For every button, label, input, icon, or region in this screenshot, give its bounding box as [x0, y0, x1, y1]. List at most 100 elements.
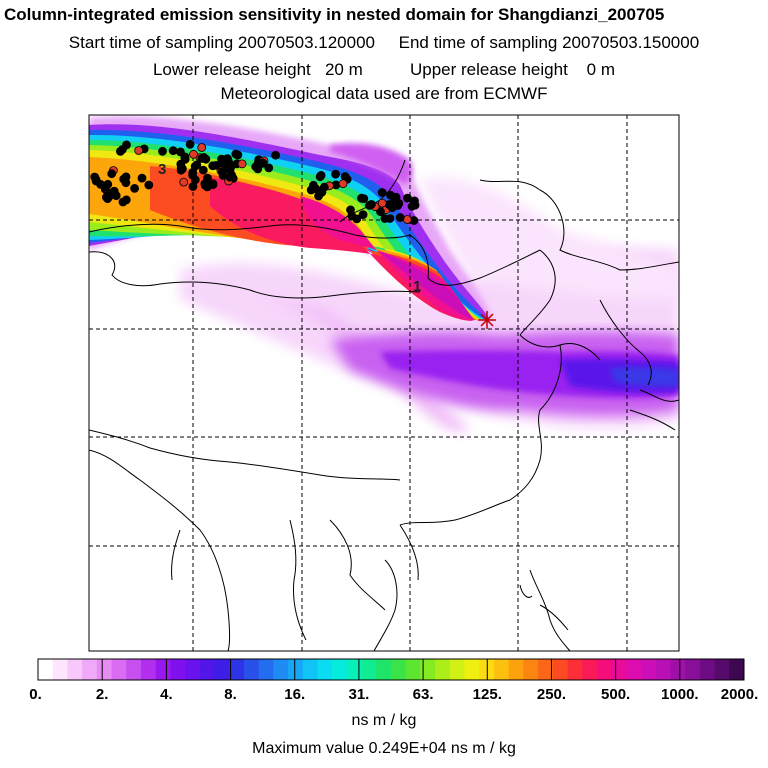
colorbar-swatch — [185, 659, 201, 680]
colorbar-swatch — [214, 659, 230, 680]
receptor-point — [158, 146, 167, 156]
colorbar-tick-label: 8. — [224, 686, 237, 703]
colorbar — [37, 658, 745, 681]
colorbar-swatch — [96, 659, 113, 680]
colorbar-tick-label: 0. — [29, 686, 42, 703]
receptor-point — [395, 213, 405, 222]
colorbar-swatch — [670, 659, 686, 680]
colorbar-tick-label: 1000. — [661, 686, 699, 703]
colorbar-swatch — [552, 659, 568, 680]
colorbar-swatch — [523, 659, 539, 680]
colorbar-swatch — [126, 659, 142, 680]
colorbar-swatch — [699, 659, 716, 680]
colorbar-tick-label: 2000. — [720, 686, 759, 703]
receptor-point — [311, 184, 321, 194]
receptor-point — [366, 199, 376, 209]
release-height-line: Lower release height 20 m Upper release … — [152, 60, 616, 79]
colorbar-tick-label: 2. — [95, 686, 109, 703]
colorbar-swatch — [361, 659, 377, 680]
colorbar-swatch — [596, 659, 613, 680]
receptor-point — [377, 188, 387, 197]
receptor-point — [202, 180, 212, 190]
colorbar-tick-label: 63. — [412, 686, 434, 703]
receptor-point — [346, 205, 355, 215]
plot-title: Column-integrated emission sensitivity i… — [4, 5, 665, 24]
receptor-point — [357, 193, 366, 203]
receptor-point — [201, 154, 211, 164]
colorbar-swatch — [567, 659, 583, 680]
receptor-point — [217, 167, 227, 177]
sampling-time-line: Start time of sampling 20070503.120000 E… — [68, 33, 700, 52]
receptor-point — [180, 153, 190, 163]
receptor-point — [231, 149, 241, 159]
receptor-point — [386, 190, 395, 200]
colorbar-tick-label: 4. — [160, 686, 173, 703]
colorbar-swatch — [435, 659, 451, 680]
colorbar-tick-label: 125. — [472, 686, 502, 703]
colorbar-swatch — [288, 659, 304, 680]
receptor-point — [352, 214, 362, 224]
receptor-point — [137, 173, 147, 183]
receptor-point — [380, 214, 390, 223]
colorbar-swatch — [714, 659, 730, 680]
colorbar-swatch — [641, 659, 657, 680]
receptor-point — [316, 170, 326, 180]
receptor-point — [185, 139, 195, 149]
receptor-point — [225, 172, 235, 182]
receptor-point — [338, 179, 348, 189]
colorbar-swatch — [405, 659, 421, 680]
colorbar-swatch — [82, 659, 98, 680]
receptor-point — [271, 150, 281, 160]
colorbar-swatch — [317, 659, 333, 680]
colorbar-swatch — [464, 659, 480, 680]
colorbar-swatch — [332, 659, 348, 680]
colorbar-tick-label: 250. — [536, 686, 567, 703]
receptor-point — [144, 180, 154, 190]
receptor-point — [264, 163, 274, 173]
colorbar-swatch — [508, 659, 524, 680]
colorbar-tick-label: 16. — [284, 686, 306, 703]
colorbar-swatch — [655, 659, 671, 680]
receptor-points — [90, 139, 420, 225]
colorbar-swatch — [346, 659, 363, 680]
receptor-point — [107, 169, 117, 179]
release-site-star-icon — [478, 311, 496, 329]
receptor-point — [410, 196, 419, 206]
colorbar-swatch — [229, 659, 245, 680]
receptor-point — [314, 191, 324, 201]
contour-label-3: 3 — [158, 161, 166, 178]
receptor-point — [118, 197, 128, 207]
colorbar-swatch — [493, 659, 510, 680]
receptor-point — [340, 172, 350, 181]
colorbar-swatch — [140, 659, 157, 680]
colorbar-swatch — [376, 659, 392, 680]
receptor-point — [122, 140, 131, 150]
receptor-point — [179, 177, 189, 187]
receptor-point — [175, 147, 185, 157]
receptor-point — [121, 178, 131, 188]
receptor-point — [197, 143, 207, 152]
colorbar-swatch — [582, 659, 598, 680]
receptor-point — [130, 183, 140, 193]
receptor-point — [331, 169, 341, 179]
receptor-point — [198, 165, 208, 175]
colorbar-swatch — [67, 659, 83, 680]
receptor-point — [103, 179, 113, 189]
colorbar-swatch — [391, 659, 407, 680]
receptor-point — [377, 198, 387, 208]
colorbar-tick-label: 31. — [348, 686, 370, 703]
colorbar-swatch — [729, 659, 745, 680]
receptor-point — [168, 146, 178, 156]
colorbar-border — [37, 658, 745, 681]
colorbar-swatch — [258, 659, 274, 680]
colorbar-swatch — [199, 659, 215, 680]
receptor-point — [253, 158, 263, 167]
receptor-point — [189, 149, 198, 159]
receptor-point — [176, 163, 186, 173]
colorbar-units: ns m / kg — [351, 712, 417, 729]
colorbar-swatch — [611, 659, 627, 680]
receptor-point — [358, 210, 368, 220]
maximum-value-text: Maximum value 0.249E+04 ns m / kg — [252, 740, 516, 757]
colorbar-swatch — [38, 659, 54, 680]
